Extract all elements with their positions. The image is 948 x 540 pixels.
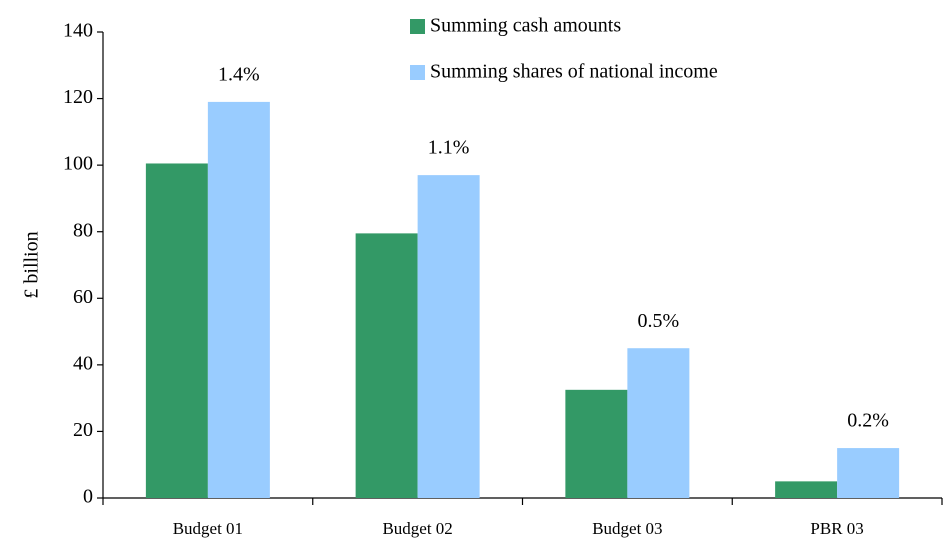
y-axis-label: £ billion [21,231,43,298]
legend-swatch [410,65,425,80]
bar [627,348,690,498]
y-tick-label: 140 [63,20,93,42]
x-tick-label: Budget 03 [592,519,662,538]
bar [775,481,838,498]
legend-label: Summing shares of national income [430,61,718,83]
bar [145,163,208,498]
y-tick-label: 120 [63,86,93,108]
x-tick-label: Budget 01 [173,519,243,538]
bar [565,389,628,498]
legend-swatch [410,19,425,34]
annotation: 0.5% [638,310,680,332]
bar [355,233,418,498]
y-tick-label: 100 [63,153,93,175]
legend-label: Summing cash amounts [430,15,621,37]
annotation: 1.4% [218,63,260,85]
x-tick-label: PBR 03 [810,519,863,538]
y-tick-label: 0 [83,486,93,508]
y-tick-label: 80 [73,219,93,241]
y-tick-label: 40 [73,352,93,374]
y-tick-label: 60 [73,286,93,308]
bar [417,175,480,498]
annotation: 0.2% [847,410,889,432]
annotation: 1.1% [428,137,470,159]
bar [837,448,900,498]
y-tick-label: 20 [73,419,93,441]
bar [207,101,270,499]
x-tick-label: Budget 02 [382,519,452,538]
